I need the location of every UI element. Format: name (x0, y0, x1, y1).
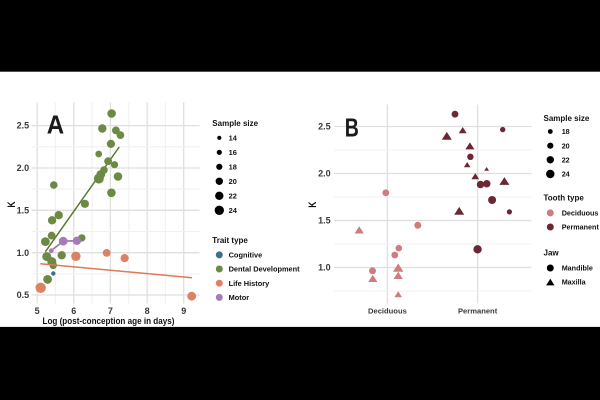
svg-text:1.5: 1.5 (17, 205, 30, 215)
svg-text:2.5: 2.5 (318, 122, 331, 132)
svg-text:24: 24 (229, 206, 238, 215)
svg-text:Trait type: Trait type (212, 236, 248, 245)
svg-text:5: 5 (35, 306, 40, 316)
svg-text:22: 22 (229, 191, 237, 200)
svg-text:1.0: 1.0 (318, 263, 331, 273)
svg-text:B: B (345, 112, 359, 142)
svg-text:Motor: Motor (229, 293, 250, 302)
svg-text:1.0: 1.0 (17, 248, 30, 258)
svg-text:Permanent: Permanent (458, 307, 498, 316)
svg-text:K: K (6, 201, 18, 207)
svg-text:Mandible: Mandible (562, 263, 593, 272)
svg-text:14: 14 (229, 133, 238, 142)
svg-text:24: 24 (562, 170, 570, 179)
svg-text:7: 7 (108, 306, 113, 316)
svg-text:20: 20 (562, 141, 570, 150)
svg-text:2.5: 2.5 (17, 121, 30, 131)
svg-text:18: 18 (229, 162, 237, 171)
svg-text:Deciduous: Deciduous (368, 307, 407, 316)
svg-text:Log (post-conception age in da: Log (post-conception age in days) (43, 316, 175, 326)
svg-text:20: 20 (229, 177, 237, 186)
svg-text:2.0: 2.0 (17, 163, 30, 173)
svg-text:Tooth type: Tooth type (544, 194, 585, 203)
svg-text:Permanent: Permanent (562, 222, 600, 231)
svg-text:Deciduous: Deciduous (562, 208, 599, 217)
svg-text:Life History: Life History (229, 279, 271, 288)
svg-text:16: 16 (229, 148, 237, 157)
svg-text:Jaw: Jaw (544, 249, 560, 258)
svg-text:A: A (47, 110, 65, 140)
svg-text:2.0: 2.0 (318, 169, 331, 179)
svg-text:Sample size: Sample size (212, 119, 258, 128)
svg-text:22: 22 (562, 155, 570, 164)
svg-text:6: 6 (71, 306, 76, 316)
svg-text:1.5: 1.5 (318, 216, 331, 226)
svg-text:Sample size: Sample size (544, 114, 590, 123)
svg-text:Dental Development: Dental Development (229, 265, 301, 274)
svg-text:8: 8 (145, 306, 150, 316)
svg-text:18: 18 (562, 127, 570, 136)
svg-text:Cognitive: Cognitive (229, 251, 263, 260)
svg-text:Maxilla: Maxilla (562, 278, 587, 287)
svg-text:9: 9 (181, 306, 186, 316)
svg-text:K: K (307, 202, 319, 208)
svg-text:0.5: 0.5 (17, 290, 30, 300)
